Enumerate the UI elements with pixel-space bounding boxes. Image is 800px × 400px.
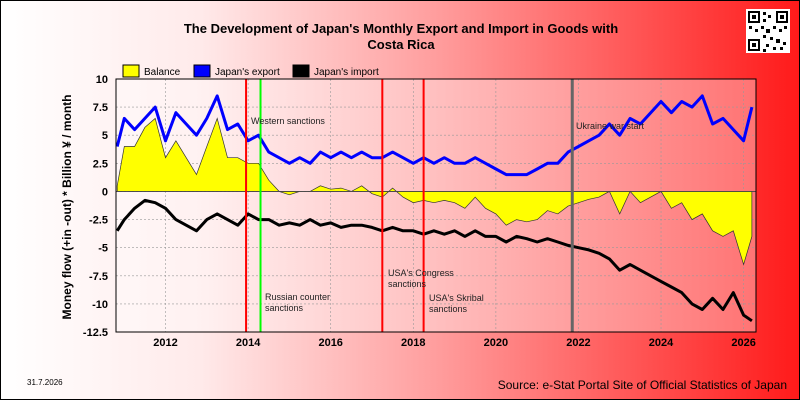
y-tick-label: 10 <box>96 74 108 86</box>
y-tick-label: -7.5 <box>89 271 108 283</box>
event-annotation: Ukraine war start <box>576 121 645 131</box>
qr-code-icon <box>746 9 790 53</box>
legend-label-balance: Balance <box>144 67 181 78</box>
plot-background <box>116 79 756 332</box>
y-tick-label: 0 <box>102 186 108 198</box>
x-tick-label: 2012 <box>153 337 177 349</box>
x-tick-label: 2014 <box>236 337 261 349</box>
series-layer <box>116 94 756 323</box>
legend-swatch-import <box>292 64 310 78</box>
x-tick-label: 2022 <box>566 337 590 349</box>
y-tick-label: 2.5 <box>93 158 108 170</box>
y-tick-label: 5 <box>102 130 108 142</box>
chart-title: The Development of Japan's Monthly Expor… <box>101 21 701 53</box>
legend-label-import: Japan's import <box>314 67 379 78</box>
legend-swatch-export <box>193 64 211 78</box>
y-tick-label: -12.5 <box>83 327 108 339</box>
legend-swatch-balance <box>122 64 140 78</box>
legend: Balance Japan's export Japan's import <box>122 64 379 78</box>
x-tick-label: 2024 <box>649 337 674 349</box>
chart-title-line-2: Costa Rica <box>367 37 435 52</box>
y-axis-label: Money flow (+in -out) * Billion ¥ / mont… <box>60 95 74 320</box>
y-tick-label: -2.5 <box>89 215 108 227</box>
x-tick-label: 2016 <box>318 337 342 349</box>
event-annotation: Russian counter sanctions <box>265 292 330 313</box>
legend-label-export: Japan's export <box>215 67 280 78</box>
plot-border <box>115 78 757 333</box>
event-annotation: USA's Congress sanctions <box>388 268 454 289</box>
y-tick-label: -10 <box>92 299 108 311</box>
axis-ticks: 10 7.5 5 2.5 0 -2.5 -5 -7.5 -10 -12.5 2012 2014 2016… <box>83 74 756 349</box>
event-annotation: USA's Skribal sanctions <box>429 293 484 314</box>
x-tick-label: 2018 <box>401 337 425 349</box>
export-line <box>116 94 754 177</box>
y-tick-label: -5 <box>98 243 108 255</box>
source-note: Source: e-Stat Portal Site of Official S… <box>497 378 787 392</box>
x-tick-label: 2020 <box>484 337 508 349</box>
x-tick-label: 2026 <box>731 337 755 349</box>
event-annotation: Western sanctions <box>251 116 325 126</box>
date-stamp: 31.7.2026 <box>27 378 63 387</box>
chart-title-line-1: The Development of Japan's Monthly Expor… <box>183 21 619 36</box>
import-line <box>116 198 753 323</box>
y-tick-label: 7.5 <box>93 102 108 114</box>
event-lines: Russian counter sanctions Western sanction… <box>245 79 645 332</box>
